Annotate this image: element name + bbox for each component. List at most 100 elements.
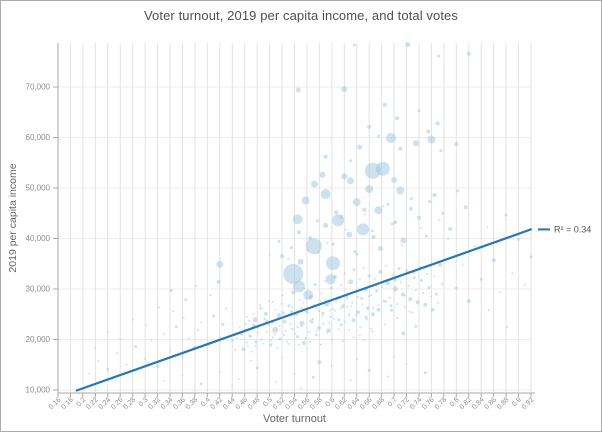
data-point [367, 295, 370, 298]
data-point [385, 264, 387, 267]
data-point [306, 311, 309, 314]
data-point [330, 338, 333, 341]
data-point [374, 206, 383, 215]
data-point [199, 382, 203, 386]
x-tick-label: 0.46 [235, 396, 250, 411]
y-tick-label: 10,000 [26, 386, 51, 395]
data-point [324, 279, 326, 282]
x-tick-label: 0.74 [409, 396, 424, 411]
x-tick-label: 0.38 [185, 396, 200, 411]
data-point [375, 289, 379, 293]
data-point [341, 86, 348, 92]
data-point [97, 359, 100, 362]
data-point [367, 368, 371, 372]
data-point [319, 299, 322, 302]
data-point [506, 325, 509, 328]
data-point [281, 357, 284, 360]
data-point [454, 286, 458, 290]
data-point [316, 325, 321, 330]
data-point [389, 304, 393, 308]
data-point [172, 310, 175, 313]
data-point [250, 335, 253, 338]
data-point [245, 315, 248, 318]
data-point [328, 321, 331, 324]
data-point [352, 268, 356, 272]
data-point [237, 377, 240, 380]
data-point [272, 326, 279, 333]
data-point [400, 237, 407, 244]
data-point [428, 200, 432, 204]
data-point [144, 357, 147, 360]
data-point [348, 312, 351, 315]
data-point [319, 171, 326, 178]
data-point [411, 311, 414, 314]
data-point [511, 272, 514, 275]
data-point [429, 295, 432, 298]
data-point [297, 258, 304, 265]
data-point [321, 311, 325, 315]
data-point [212, 314, 216, 318]
data-point [256, 331, 259, 334]
data-point [289, 323, 292, 326]
data-point [326, 331, 329, 334]
data-point [435, 121, 440, 126]
data-point [238, 326, 241, 329]
data-point [289, 246, 293, 250]
data-point [441, 211, 445, 215]
data-point [291, 306, 294, 309]
data-point [255, 366, 259, 370]
data-point [332, 214, 345, 227]
data-point [386, 202, 390, 206]
data-point [299, 299, 302, 302]
data-point [281, 311, 285, 315]
data-point [355, 358, 358, 361]
data-point [274, 380, 277, 383]
data-point [358, 278, 361, 281]
data-point [388, 296, 391, 299]
data-point [461, 263, 464, 266]
data-point [326, 328, 331, 333]
x-tick-label: 0.72 [396, 396, 411, 411]
x-tick-label: 0.28 [123, 396, 138, 411]
x-tick-label: 0.24 [98, 396, 113, 411]
x-tick-label: 0.32 [147, 396, 162, 411]
data-point [231, 384, 234, 387]
data-point [281, 294, 284, 297]
data-point [348, 328, 351, 331]
data-point [134, 345, 138, 349]
data-point [382, 102, 387, 107]
data-point [399, 281, 402, 284]
data-point [466, 299, 471, 304]
data-point [370, 327, 373, 330]
data-point [377, 134, 380, 138]
data-point [419, 226, 422, 229]
data-point [363, 339, 366, 341]
data-point [259, 306, 263, 310]
data-point [353, 250, 357, 254]
data-point [341, 304, 345, 309]
data-point [350, 305, 353, 308]
y-tick-label: 60,000 [26, 133, 51, 142]
data-point [296, 335, 300, 338]
data-point [314, 333, 318, 337]
data-point [94, 346, 97, 349]
data-point [405, 269, 408, 273]
data-point [273, 333, 276, 336]
data-point [349, 379, 352, 382]
data-point [405, 42, 411, 48]
data-point [454, 142, 459, 147]
y-tick-label: 20,000 [26, 335, 51, 344]
data-point [334, 309, 336, 312]
data-point [299, 320, 305, 326]
data-point [372, 306, 375, 309]
x-tick-label: 0.6 [324, 396, 336, 408]
data-point [269, 339, 272, 342]
data-point [323, 154, 328, 159]
data-point [271, 301, 274, 304]
data-point [385, 281, 390, 286]
x-tick-label: 0.9 [511, 396, 523, 408]
data-point [424, 234, 428, 238]
data-point [277, 240, 281, 243]
data-point [337, 328, 340, 331]
